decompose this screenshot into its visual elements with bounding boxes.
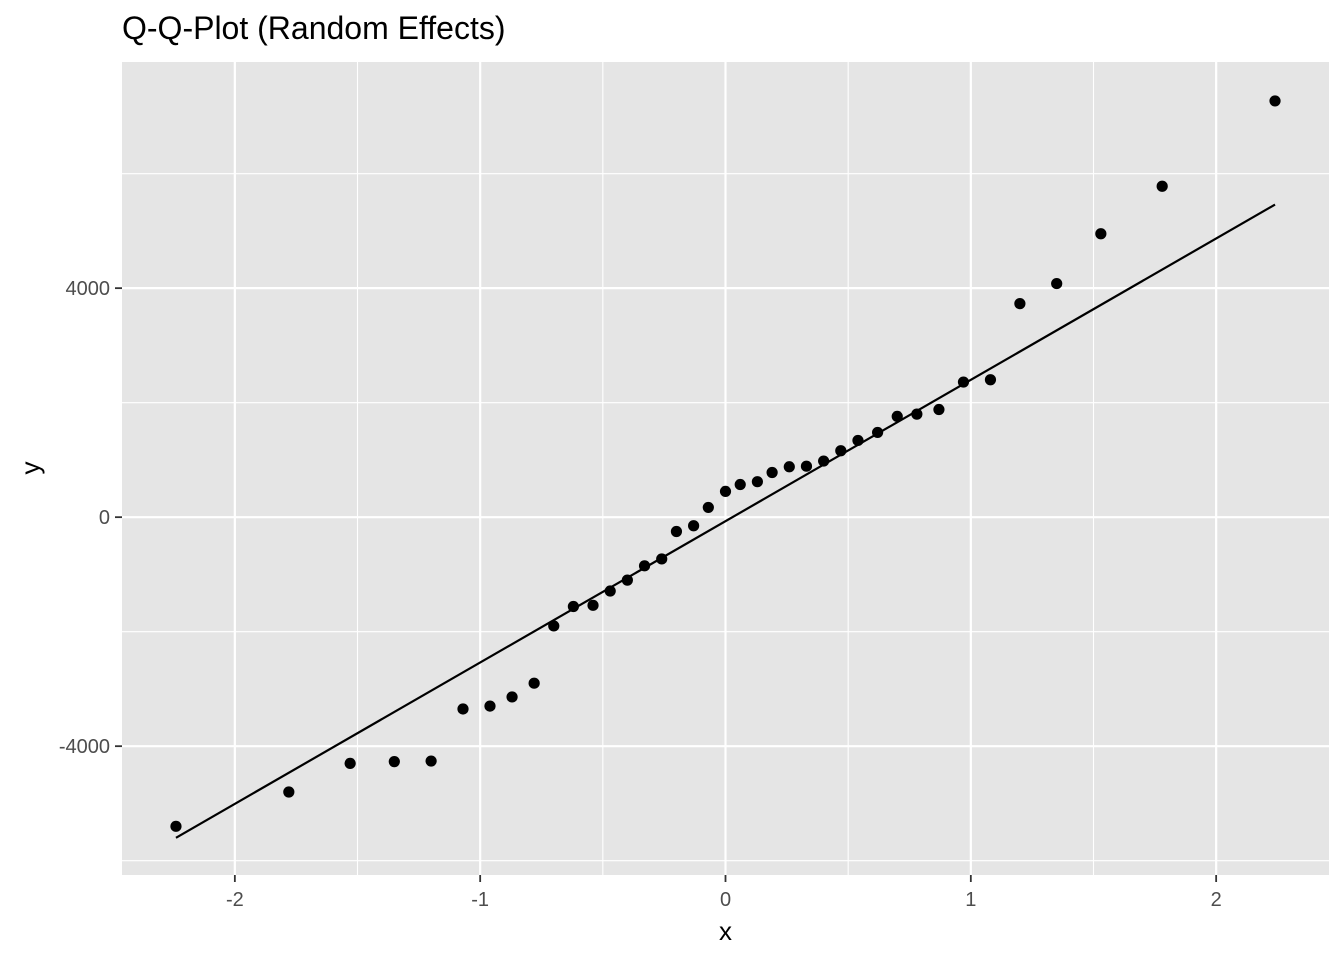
- data-point: [688, 520, 700, 532]
- x-tick-label: -2: [226, 889, 244, 911]
- major-gridlines: [122, 62, 1329, 875]
- y-axis-ticks: -4000 0 4000: [59, 278, 122, 758]
- data-point: [283, 786, 295, 798]
- data-point: [1269, 95, 1281, 107]
- data-point: [984, 374, 997, 386]
- data-point: [670, 525, 683, 538]
- data-point: [702, 501, 714, 514]
- x-tick-label: 2: [1211, 889, 1222, 911]
- y-axis-title: y: [15, 462, 45, 475]
- data-point: [719, 485, 732, 498]
- data-point: [604, 585, 616, 597]
- data-point: [1095, 228, 1107, 240]
- x-axis-ticks: -2 -1 0 1 2: [226, 875, 1222, 911]
- data-point: [891, 410, 903, 422]
- data-point: [751, 476, 763, 488]
- data-point: [911, 408, 923, 420]
- data-point: [818, 455, 830, 467]
- data-point: [170, 820, 182, 832]
- y-tick-label: -4000: [59, 736, 110, 758]
- data-point: [621, 574, 633, 586]
- data-point: [425, 755, 437, 767]
- x-axis-title: x: [719, 916, 732, 946]
- data-points: [170, 95, 1281, 832]
- data-point: [1156, 180, 1168, 192]
- y-tick-label: 0: [99, 507, 110, 529]
- data-point: [548, 620, 560, 632]
- data-point: [1051, 277, 1063, 290]
- x-tick-label: -1: [471, 889, 489, 911]
- data-point: [957, 376, 970, 388]
- data-point: [800, 460, 813, 472]
- data-point: [783, 461, 795, 473]
- data-point: [734, 478, 746, 491]
- data-point: [587, 599, 599, 611]
- data-point: [852, 434, 864, 447]
- data-point: [1014, 298, 1026, 310]
- y-tick-label: 4000: [66, 278, 111, 300]
- data-point: [344, 757, 356, 769]
- data-point: [835, 445, 847, 457]
- data-point: [506, 691, 518, 703]
- data-point: [766, 466, 778, 479]
- reference-line: [175, 203, 1276, 839]
- x-tick-label: 0: [720, 889, 731, 911]
- data-point: [484, 700, 496, 712]
- data-point: [567, 600, 579, 613]
- data-point: [872, 426, 884, 439]
- data-point: [457, 703, 469, 715]
- data-point: [388, 756, 400, 768]
- data-point: [528, 677, 540, 689]
- data-point: [638, 560, 651, 572]
- chart-title: Q-Q-Plot (Random Effects): [122, 10, 506, 46]
- data-point: [656, 553, 668, 565]
- data-point: [933, 403, 945, 416]
- x-tick-label: 1: [965, 889, 976, 911]
